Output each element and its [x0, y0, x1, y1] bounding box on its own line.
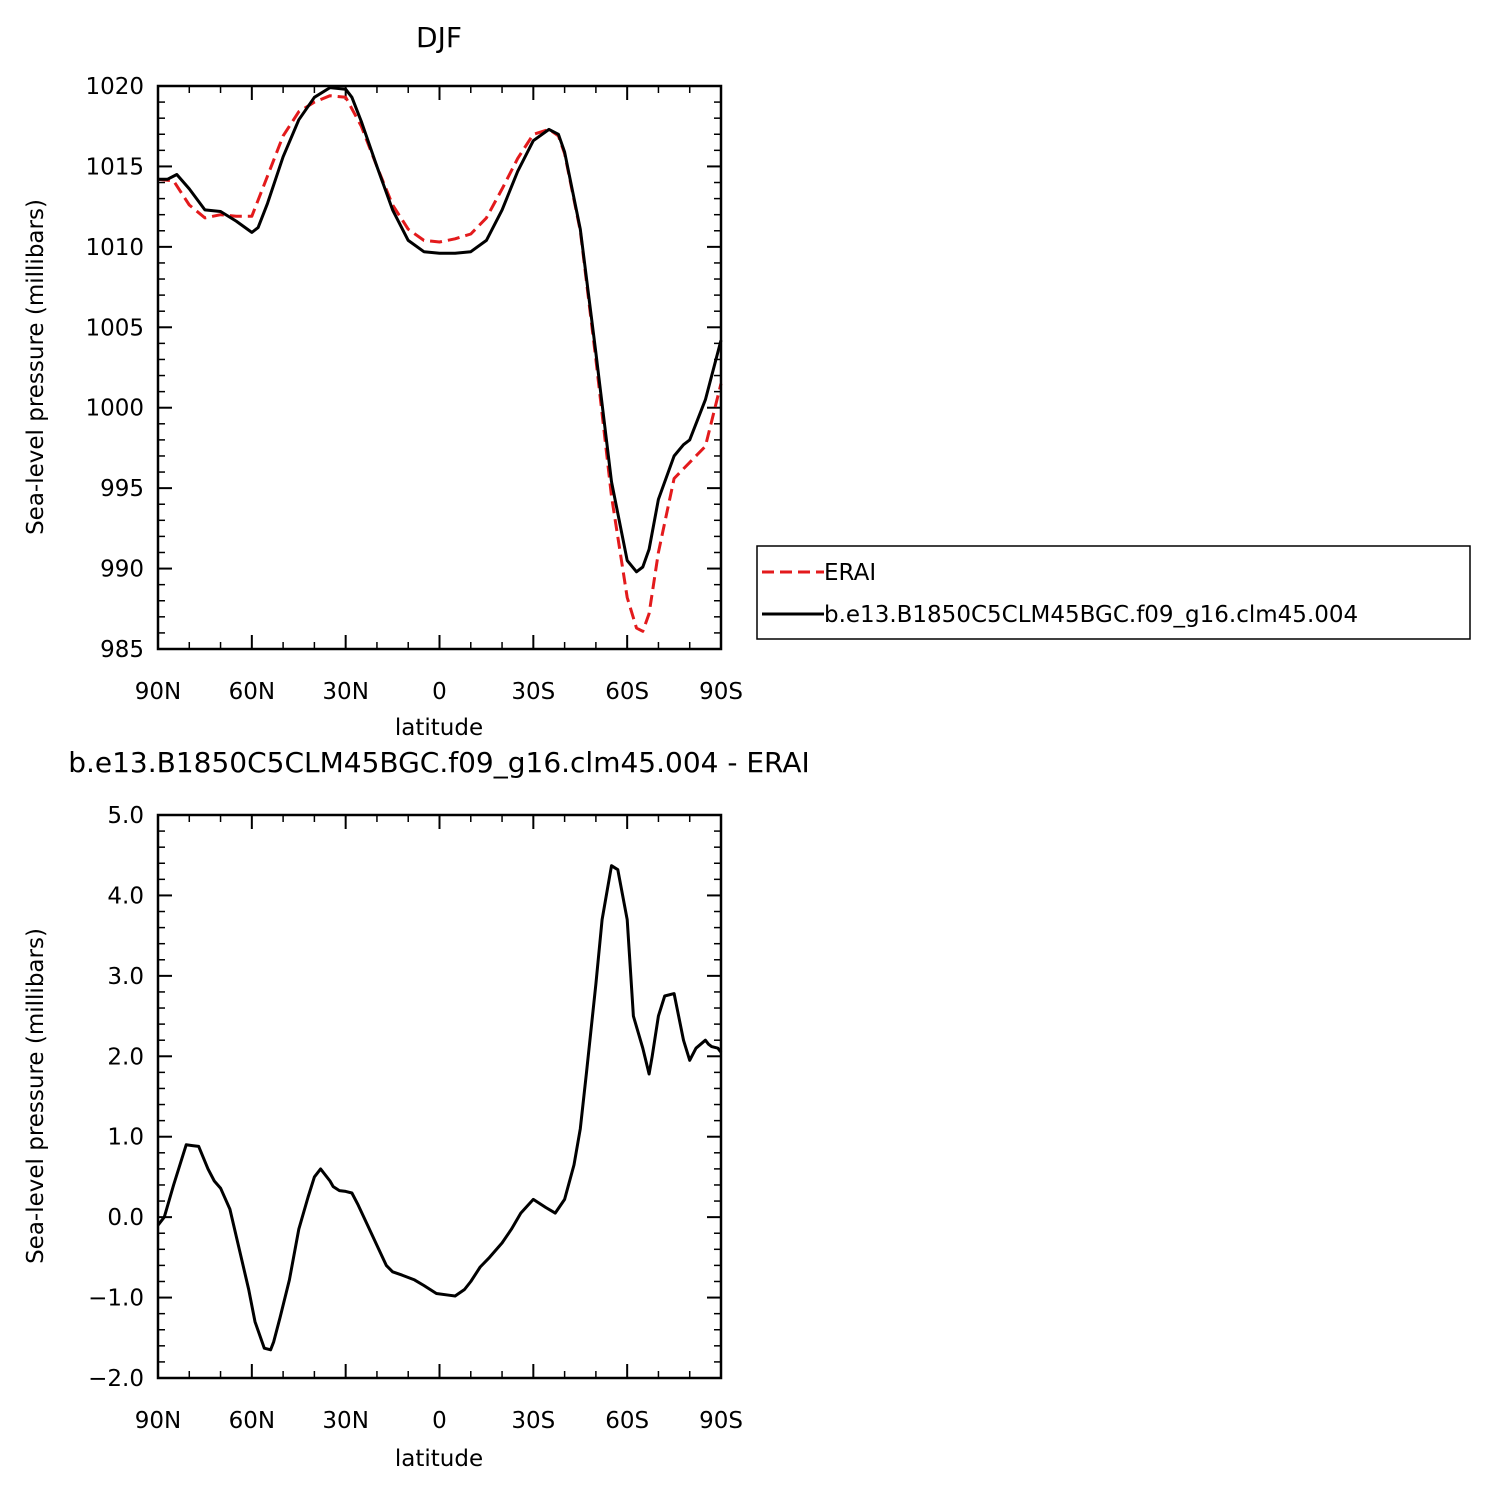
- top-chart-x-axis-label: latitude: [395, 715, 483, 741]
- y-tick-label: 990: [100, 557, 144, 583]
- x-tick-label: 90S: [699, 1408, 743, 1434]
- bottom-chart-x-axis-label: latitude: [395, 1446, 483, 1472]
- series-line-0: [156, 864, 723, 1352]
- y-tick-label: 0.0: [107, 1205, 144, 1231]
- y-tick-label: 3.0: [107, 964, 144, 990]
- legend-box: [756, 545, 1471, 640]
- y-tick-label: 5.0: [107, 803, 144, 829]
- top-chart-title: DJF: [416, 21, 462, 54]
- bottom-chart-title: b.e13.B1850C5CLM45BGC.f09_g16.clm45.004 …: [68, 746, 810, 779]
- x-tick-label: 60N: [229, 679, 275, 705]
- x-tick-label: 30N: [322, 679, 368, 705]
- legend: ERAI b.e13.B1850C5CLM45BGC.f09_g16.clm45…: [756, 545, 1471, 640]
- legend-item-erai: ERAI: [762, 560, 876, 586]
- bottom-chart-y-axis-label: Sea-level pressure (millibars): [23, 928, 49, 1264]
- top-chart-series: [157, 86, 723, 633]
- series-line-1: [158, 86, 723, 574]
- x-tick-label: 90N: [135, 1408, 181, 1434]
- y-tick-label: 1000: [85, 396, 144, 422]
- x-tick-label: 30N: [322, 1408, 368, 1434]
- x-tick-label: 90S: [699, 679, 743, 705]
- bottom-chart-plot-frame: [156, 813, 723, 1380]
- x-tick-label: 60S: [605, 679, 649, 705]
- top-chart: DJF latitude Sea-level pressure (milliba…: [23, 21, 743, 741]
- x-tick-label: 90N: [135, 679, 181, 705]
- top-chart-plot-frame: [156, 84, 723, 651]
- y-tick-label: 1010: [85, 235, 144, 261]
- legend-item-model: b.e13.B1850C5CLM45BGC.f09_g16.clm45.004: [762, 602, 1358, 628]
- x-tick-label: 60N: [229, 1408, 275, 1434]
- x-tick-label: 0: [432, 1408, 447, 1434]
- y-tick-label: 1015: [85, 154, 144, 180]
- series-line-0: [157, 94, 723, 633]
- y-tick-label: 985: [100, 637, 144, 663]
- bottom-chart-series: [156, 864, 723, 1352]
- y-tick-label: 995: [100, 476, 144, 502]
- y-tick-label: 1.0: [107, 1125, 144, 1151]
- y-tick-label: 4.0: [107, 883, 144, 909]
- x-tick-label: 30S: [511, 679, 555, 705]
- bottom-chart: b.e13.B1850C5CLM45BGC.f09_g16.clm45.004 …: [23, 746, 810, 1472]
- y-tick-label: −1.0: [88, 1286, 144, 1312]
- x-tick-label: 0: [432, 679, 447, 705]
- x-tick-label: 30S: [511, 1408, 555, 1434]
- top-chart-y-axis-label: Sea-level pressure (millibars): [23, 199, 49, 535]
- y-tick-label: 1005: [85, 315, 144, 341]
- y-tick-label: 1020: [85, 74, 144, 100]
- legend-label-model: b.e13.B1850C5CLM45BGC.f09_g16.clm45.004: [824, 602, 1358, 628]
- legend-label-erai: ERAI: [824, 560, 876, 586]
- x-tick-label: 60S: [605, 1408, 649, 1434]
- y-tick-label: 2.0: [107, 1044, 144, 1070]
- y-tick-label: −2.0: [88, 1366, 144, 1392]
